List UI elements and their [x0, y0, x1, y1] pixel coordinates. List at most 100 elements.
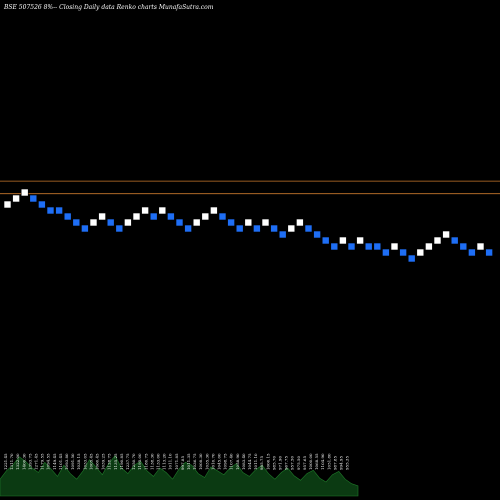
volume-label: 1133.00 — [156, 453, 161, 470]
volume-label: 1113.20 — [162, 453, 167, 470]
volume-area — [0, 455, 359, 497]
renko-brick — [227, 218, 235, 227]
volume-label: 1271.45 — [34, 453, 39, 470]
renko-brick — [330, 242, 339, 251]
renko-brick — [433, 236, 442, 245]
volume-label: 1135.25 — [113, 453, 118, 470]
renko-brick — [218, 212, 227, 221]
renko-brick — [364, 242, 373, 251]
volume-label: 985.75 — [259, 456, 264, 470]
chart-title: BSE 507526 8%-- Closing Daily data Renko… — [3, 4, 214, 11]
renko-brick — [313, 230, 321, 239]
volume-label: 1128.75 — [107, 453, 112, 470]
volume-label: 994.95 — [339, 456, 344, 470]
reference-lines — [0, 180, 500, 195]
volume-label: 997.85 — [180, 456, 185, 470]
volume-label: 1149.45 — [52, 453, 57, 470]
volume-label: 1051.80 — [326, 453, 331, 470]
renko-brick — [115, 224, 124, 233]
renko-brick — [63, 212, 72, 221]
renko-brick — [158, 206, 167, 215]
volume-label: 1104.90 — [320, 453, 325, 470]
volume-label: 1237.75 — [125, 453, 130, 470]
renko-brick — [192, 218, 201, 227]
renko-brick — [141, 206, 149, 215]
renko-brick — [201, 212, 210, 221]
renko-brick — [132, 212, 141, 221]
renko-brick — [175, 218, 184, 227]
renko-brick — [390, 242, 399, 251]
volume-label: 1138.30 — [149, 453, 154, 470]
volume-label: 957.50 — [290, 456, 295, 470]
volume-label: 1005.45 — [88, 453, 93, 470]
renko-brick — [485, 248, 493, 257]
volume-label: 1179.55 — [40, 453, 45, 470]
renko-brick — [382, 248, 390, 257]
renko-brick — [339, 236, 347, 245]
renko-brick — [235, 224, 244, 233]
volume-label: 987.85 — [332, 456, 337, 470]
renko-brick — [356, 236, 364, 245]
renko-brick — [29, 194, 38, 203]
volume-label: 1190.85 — [119, 453, 124, 470]
renko-brick — [149, 212, 158, 221]
volume-label: 1044.75 — [247, 453, 252, 470]
volume-label: 1035.30 — [204, 453, 209, 470]
volume-label: 1071.85 — [174, 453, 179, 470]
renko-brick — [407, 254, 416, 263]
volume-label: 1311.70 — [9, 453, 14, 470]
volume-label: 1221.45 — [3, 453, 8, 470]
renko-bricks — [3, 188, 493, 263]
renko-brick — [373, 242, 382, 251]
volume-label: 1036.75 — [192, 453, 197, 470]
volume-label: 1083.40 — [241, 453, 246, 470]
renko-brick — [321, 236, 330, 245]
renko-brick — [184, 224, 192, 233]
renko-brick — [287, 224, 296, 233]
renko-brick — [244, 218, 253, 227]
volume-label: 1011.10 — [168, 453, 173, 470]
volume-label: 1039.25 — [101, 453, 106, 470]
volume-label: 985.70 — [271, 456, 276, 470]
renko-brick — [38, 200, 46, 209]
volume-label: 1008.30 — [198, 453, 203, 470]
volume-label: 1098.75 — [223, 453, 228, 470]
renko-brick — [124, 218, 132, 227]
volume-label: 1107.40 — [229, 453, 234, 470]
renko-brick — [210, 206, 218, 215]
renko-brick — [399, 248, 407, 257]
volume-label: 1322.00 — [15, 453, 20, 470]
renko-brick — [450, 236, 459, 245]
renko-brick — [46, 206, 55, 215]
volume-label: 1058.90 — [235, 453, 240, 470]
volume-label: 1400.30 — [21, 453, 26, 470]
volume-label: 1250.70 — [131, 453, 136, 470]
volume-label: 1038.15 — [76, 453, 81, 470]
volume-label: 1101.45 — [58, 453, 63, 470]
renko-brick — [476, 242, 485, 251]
renko-brick — [12, 194, 20, 203]
renko-brick — [20, 188, 29, 197]
renko-brick — [442, 230, 450, 239]
renko-brick — [106, 218, 115, 227]
renko-brick — [347, 242, 356, 251]
volume-label: 1045.00 — [217, 453, 222, 470]
renko-brick — [167, 212, 175, 221]
volume-label: 1091.50 — [70, 453, 75, 470]
volume-label: 955.35 — [345, 456, 350, 470]
volume-label: 1093.80 — [64, 453, 69, 470]
renko-brick — [296, 218, 304, 227]
renko-brick — [89, 218, 98, 227]
renko-brick — [98, 212, 106, 221]
volume-label: 1033.05 — [82, 453, 87, 470]
renko-brick — [425, 242, 433, 251]
volume-label: 1068.55 — [314, 453, 319, 470]
volume-label: 1006.15 — [265, 453, 270, 470]
renko-brick — [253, 224, 261, 233]
renko-brick — [270, 224, 278, 233]
renko-brick — [416, 248, 425, 257]
renko-brick — [304, 224, 313, 233]
renko-brick — [55, 206, 63, 215]
